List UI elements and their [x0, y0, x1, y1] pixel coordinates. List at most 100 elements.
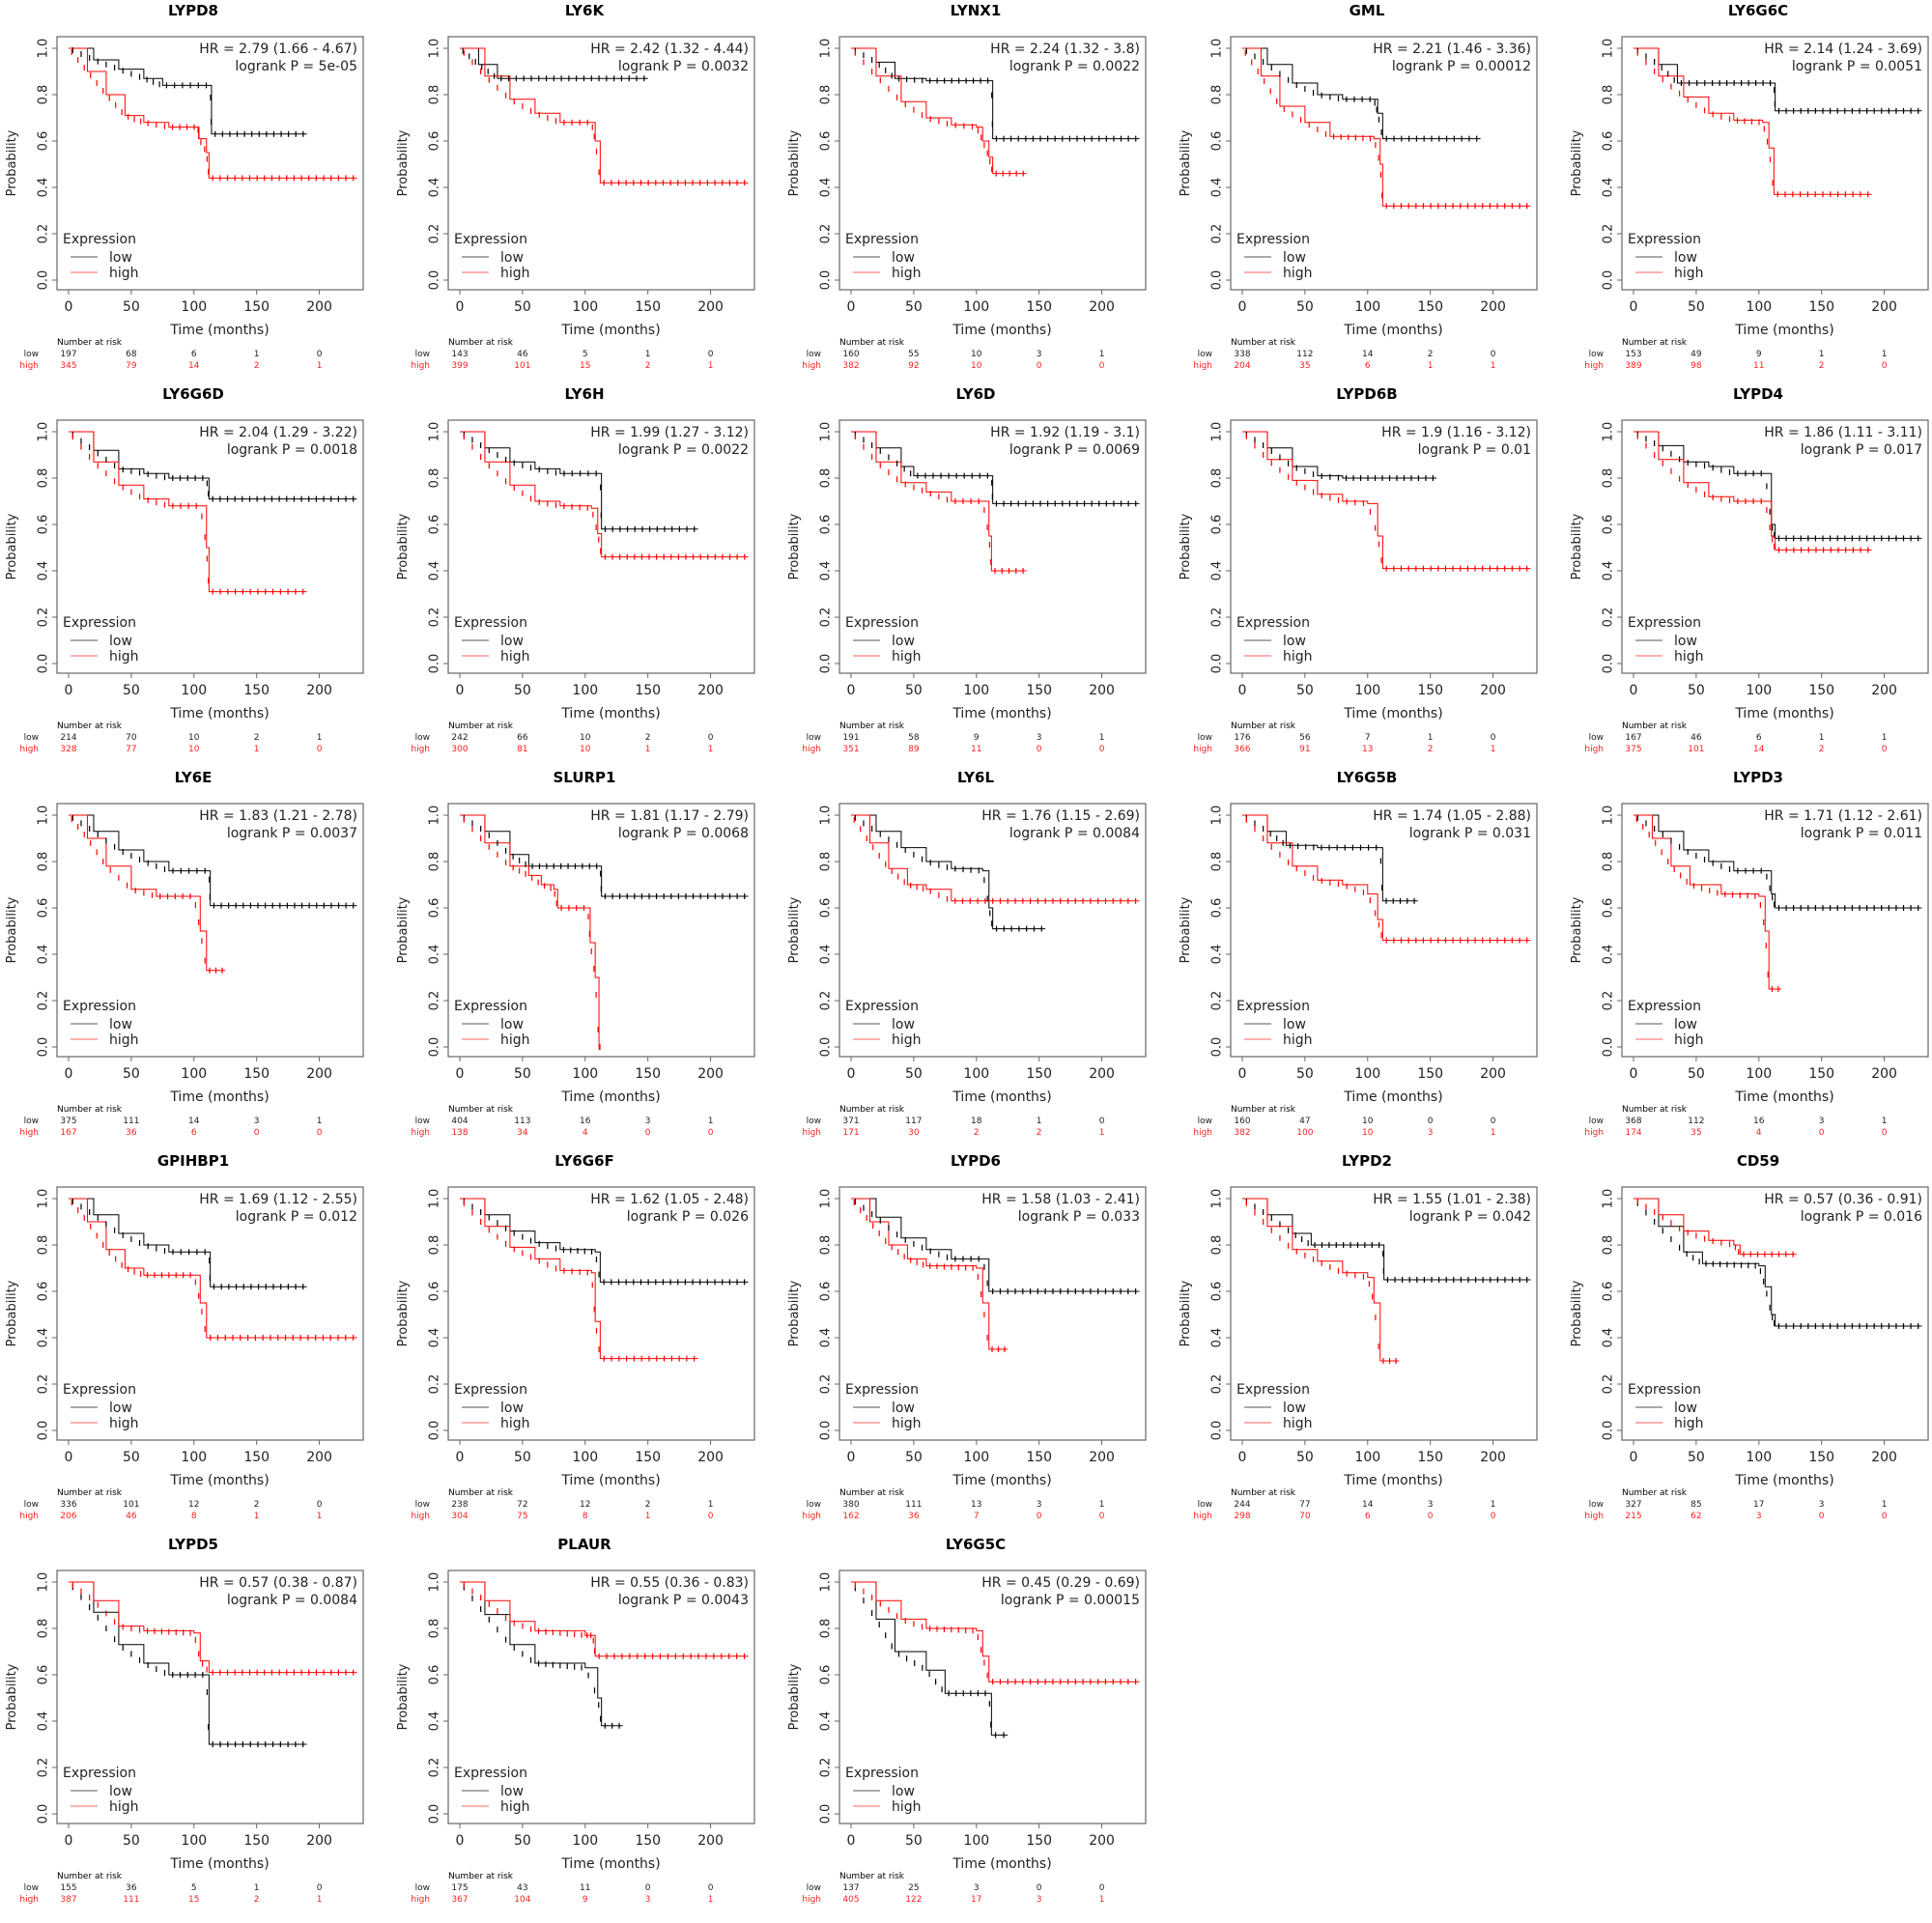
y-tick-label: 0.0	[819, 654, 834, 674]
y-tick-label: 0.0	[428, 1421, 442, 1441]
risk-low-count: 214	[60, 733, 77, 743]
y-tick-label: 0.8	[428, 1619, 442, 1639]
risk-high-label: high	[411, 1128, 430, 1138]
km-panel-ly6g5c: LY6G5C 0.0 0.2 0.4 0.6 0.8 1.0 Probability 0 50 1…	[782, 1534, 1169, 1920]
risk-high-count: 0	[1036, 745, 1042, 754]
risk-low-count: 16	[580, 1117, 591, 1126]
risk-low-count: 14	[1362, 350, 1374, 359]
risk-high-label: high	[19, 1895, 39, 1905]
km-plot: 0.0 0.2 0.4 0.6 0.8 1.0 Probability 0 50 100 150 20…	[1179, 803, 1538, 1105]
x-axis-label: Time (months)	[952, 1473, 1051, 1488]
x-tick-label: 0	[456, 299, 465, 315]
risk-low-count: 338	[1234, 350, 1251, 359]
y-tick-label: 1.0	[428, 1572, 442, 1593]
x-tick-label: 0	[65, 299, 73, 315]
risk-high-count: 2	[973, 1128, 980, 1138]
y-tick-label: 0.2	[37, 608, 51, 628]
y-tick-label: 0.8	[37, 852, 51, 872]
risk-header: Number at risk	[1622, 1488, 1688, 1498]
risk-low-count: 167	[1625, 733, 1642, 743]
risk-table: Number at risk low high 197 68 6 1 0 345 79 14 2 1	[0, 338, 386, 377]
risk-high-count: 75	[517, 1512, 528, 1521]
y-tick-label: 1.0	[1602, 39, 1616, 59]
gene-title: LYPD6	[951, 1152, 1001, 1170]
risk-high-count: 111	[123, 1895, 140, 1905]
legend-high-label: high	[892, 266, 922, 281]
risk-high-count: 2	[253, 1895, 260, 1905]
curve-high	[1634, 814, 1782, 990]
curve-high	[69, 814, 226, 972]
x-tick-label: 200	[1089, 683, 1115, 698]
risk-low-count: 36	[126, 1883, 137, 1893]
x-tick-label: 200	[306, 299, 332, 315]
x-tick-label: 100	[963, 683, 989, 698]
x-tick-label: 150	[635, 1450, 661, 1465]
x-tick-label: 100	[963, 1066, 989, 1082]
risk-low-label: low	[23, 350, 39, 359]
risk-high-count: 36	[126, 1128, 137, 1138]
y-tick-label: 0.8	[428, 468, 442, 489]
hazard-ratio: HR = 1.55 (1.01 - 2.38)	[1373, 1192, 1531, 1207]
km-plot: 0.0 0.2 0.4 0.6 0.8 1.0 Probability 0 50 100 150 20…	[1570, 803, 1929, 1105]
risk-high-count: 98	[1690, 361, 1702, 371]
risk-low-count: 0	[1490, 1117, 1496, 1126]
risk-low-label: low	[1197, 733, 1212, 743]
risk-high-count: 91	[1299, 745, 1311, 754]
risk-low-count: 12	[188, 1500, 200, 1510]
x-tick-label: 50	[514, 299, 531, 315]
km-plot: 0.0 0.2 0.4 0.6 0.8 1.0 Probability 0 50 100 150 20…	[1570, 1186, 1929, 1488]
curve-low	[1242, 814, 1418, 902]
x-tick-label: 200	[1089, 1066, 1115, 1082]
x-axis-label: Time (months)	[952, 1089, 1051, 1105]
risk-table: Number at risk low high 242 66 10 2 0 300 81 10 1 1	[391, 721, 778, 760]
x-tick-label: 150	[243, 1066, 270, 1082]
legend-high-label: high	[500, 1799, 530, 1815]
risk-high-count: 300	[451, 745, 469, 754]
km-panel-lypd6: LYPD6 0.0 0.2 0.4 0.6 0.8 1.0 Probability 0 50 10…	[782, 1150, 1169, 1537]
y-tick-label: 1.0	[428, 806, 442, 826]
plot-frame	[56, 1570, 364, 1824]
risk-low-label: low	[23, 1117, 39, 1126]
y-axis-label: Probability	[787, 1280, 802, 1346]
y-tick-label: 0.8	[1210, 852, 1225, 872]
km-plot: 0.0 0.2 0.4 0.6 0.8 1.0 Probability 0 50 100 150 20…	[5, 803, 364, 1105]
risk-high-label: high	[1193, 1128, 1212, 1138]
logrank-p: logrank P = 0.00012	[1392, 59, 1531, 74]
y-tick-label: 0.2	[37, 1758, 51, 1778]
risk-high-count: 405	[842, 1895, 860, 1905]
x-tick-label: 150	[1026, 299, 1052, 315]
y-tick-label: 0.2	[819, 991, 834, 1011]
y-axis-label: Probability	[5, 1280, 19, 1346]
risk-high-count: 367	[451, 1895, 469, 1905]
hazard-ratio: HR = 0.57 (0.38 - 0.87)	[199, 1575, 357, 1591]
risk-high-count: 0	[1098, 745, 1105, 754]
risk-low-count: 0	[1490, 733, 1496, 743]
gene-title: LY6L	[956, 769, 995, 786]
risk-low-label: low	[1588, 733, 1604, 743]
x-axis-label: Time (months)	[560, 323, 660, 338]
km-plot: 0.0 0.2 0.4 0.6 0.8 1.0 Probability 0 50 100 150 20…	[787, 419, 1147, 721]
x-tick-label: 200	[1089, 1833, 1115, 1849]
x-tick-label: 50	[123, 683, 140, 698]
risk-low-count: 46	[1690, 733, 1702, 743]
y-tick-label: 1.0	[428, 1189, 442, 1209]
risk-high-count: 46	[126, 1512, 137, 1521]
risk-low-count: 25	[908, 1883, 920, 1893]
legend-low-label: low	[1283, 250, 1306, 266]
risk-low-count: 14	[188, 1117, 200, 1126]
y-tick-label: 1.0	[1602, 422, 1616, 442]
risk-header: Number at risk	[1622, 338, 1688, 348]
risk-high-count: 11	[971, 745, 982, 754]
risk-low-count: 9	[1755, 350, 1762, 359]
logrank-p: logrank P = 0.0068	[618, 826, 749, 841]
x-axis-label: Time (months)	[169, 1856, 269, 1872]
y-tick-label: 0.6	[1210, 1282, 1225, 1302]
legend-title: Expression	[454, 615, 527, 631]
x-tick-label: 0	[1630, 1450, 1638, 1465]
risk-high-count: 298	[1234, 1512, 1251, 1521]
y-tick-label: 1.0	[1602, 806, 1616, 826]
risk-low-label: low	[1197, 350, 1212, 359]
km-panel-plaur: PLAUR 0.0 0.2 0.4 0.6 0.8 1.0 Probability 0 50 10…	[391, 1534, 778, 1920]
gene-title: LY6K	[564, 2, 605, 19]
risk-table: Number at risk low high 338 112 14 2 0 204 35 6 1 1	[1174, 338, 1560, 377]
